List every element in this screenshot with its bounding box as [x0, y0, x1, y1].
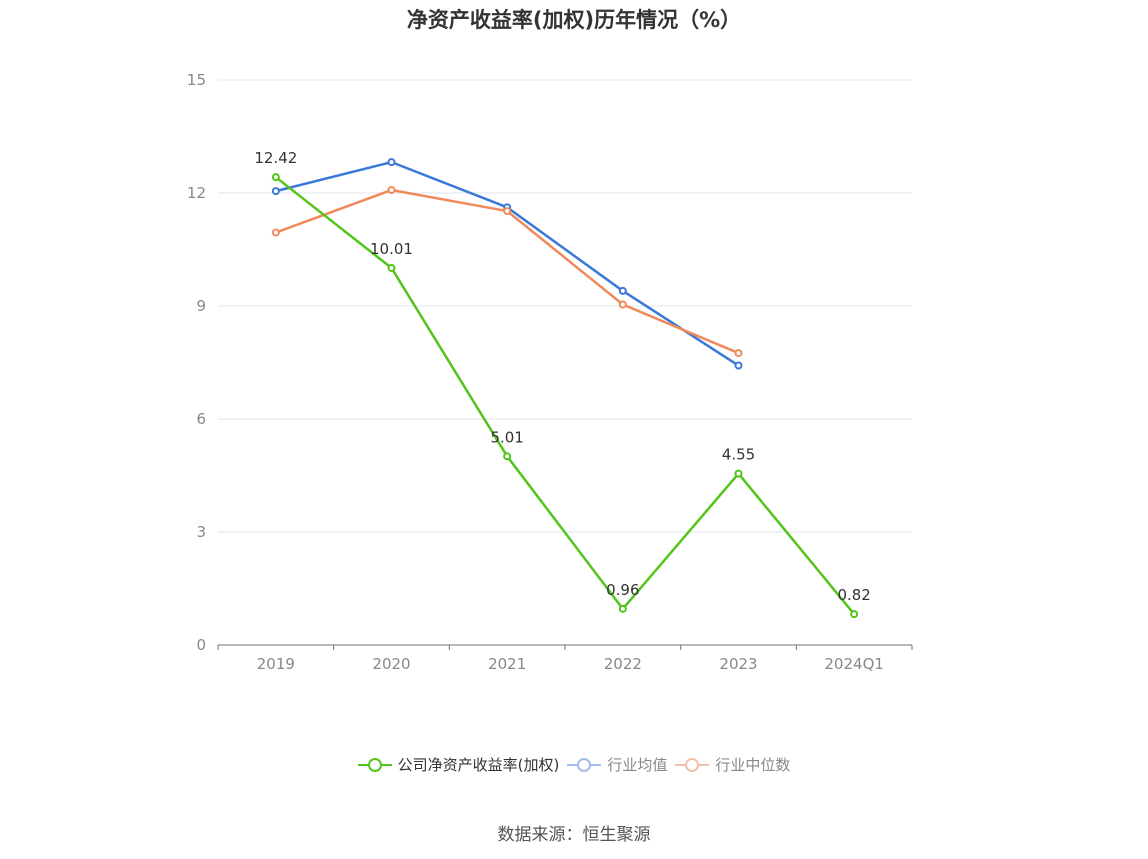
y-tick-label: 3 — [196, 523, 206, 541]
data-label: 4.55 — [722, 446, 755, 464]
line-chart: 0 3 6 9 12 15 2019 2020 2021 2022 2023 2024Q1 12.42 1… — [187, 71, 913, 673]
x-tick-label: 2020 — [372, 655, 410, 673]
data-point[interactable] — [503, 207, 512, 216]
data-point[interactable] — [618, 604, 627, 613]
data-point[interactable] — [618, 300, 627, 309]
data-point[interactable] — [850, 610, 859, 619]
data-label: 10.01 — [370, 240, 413, 258]
legend-label: 公司净资产收益率(加权) — [397, 756, 560, 774]
data-point[interactable] — [271, 187, 280, 196]
legend-label: 行业均值 — [607, 756, 668, 774]
data-label: 0.96 — [606, 581, 639, 599]
data-point[interactable] — [503, 452, 512, 461]
x-tick-label: 2023 — [719, 655, 757, 673]
y-tick-label: 6 — [196, 410, 206, 428]
series-line-0 — [275, 176, 856, 615]
data-label: 12.42 — [254, 149, 297, 167]
data-point[interactable] — [734, 469, 743, 478]
data-point[interactable] — [387, 263, 396, 272]
legend-marker-icon — [357, 757, 392, 772]
chart-title: 净资产收益率(加权)历年情况（%） — [406, 8, 742, 32]
legend-marker-icon — [675, 757, 710, 772]
data-point[interactable] — [618, 286, 627, 295]
x-tick-label: 2021 — [488, 655, 526, 673]
data-label: 0.82 — [837, 586, 870, 604]
x-tick-label: 2022 — [604, 655, 642, 673]
legend: 公司净资产收益率(加权) 行业均值 行业中位数 — [0, 754, 1148, 776]
data-source: 数据来源：恒生聚源 — [497, 825, 651, 845]
x-tick-label: 2024Q1 — [824, 655, 884, 673]
legend-item[interactable]: 公司净资产收益率(加权) — [357, 754, 560, 775]
y-tick-label: 9 — [196, 297, 206, 315]
data-point[interactable] — [387, 185, 396, 194]
data-point[interactable] — [734, 361, 743, 370]
y-tick-label: 12 — [187, 184, 206, 202]
data-label: 5.01 — [490, 428, 523, 446]
y-tick-label: 0 — [196, 636, 206, 654]
legend-marker-icon — [567, 757, 602, 772]
data-point[interactable] — [271, 173, 280, 182]
x-tick-label: 2019 — [257, 655, 295, 673]
legend-item[interactable]: 行业均值 — [567, 754, 667, 775]
data-point[interactable] — [734, 349, 743, 358]
data-point[interactable] — [271, 228, 280, 237]
legend-item[interactable]: 行业中位数 — [675, 754, 790, 775]
y-tick-label: 15 — [187, 71, 206, 89]
data-point[interactable] — [387, 158, 396, 167]
legend-label: 行业中位数 — [715, 756, 791, 774]
